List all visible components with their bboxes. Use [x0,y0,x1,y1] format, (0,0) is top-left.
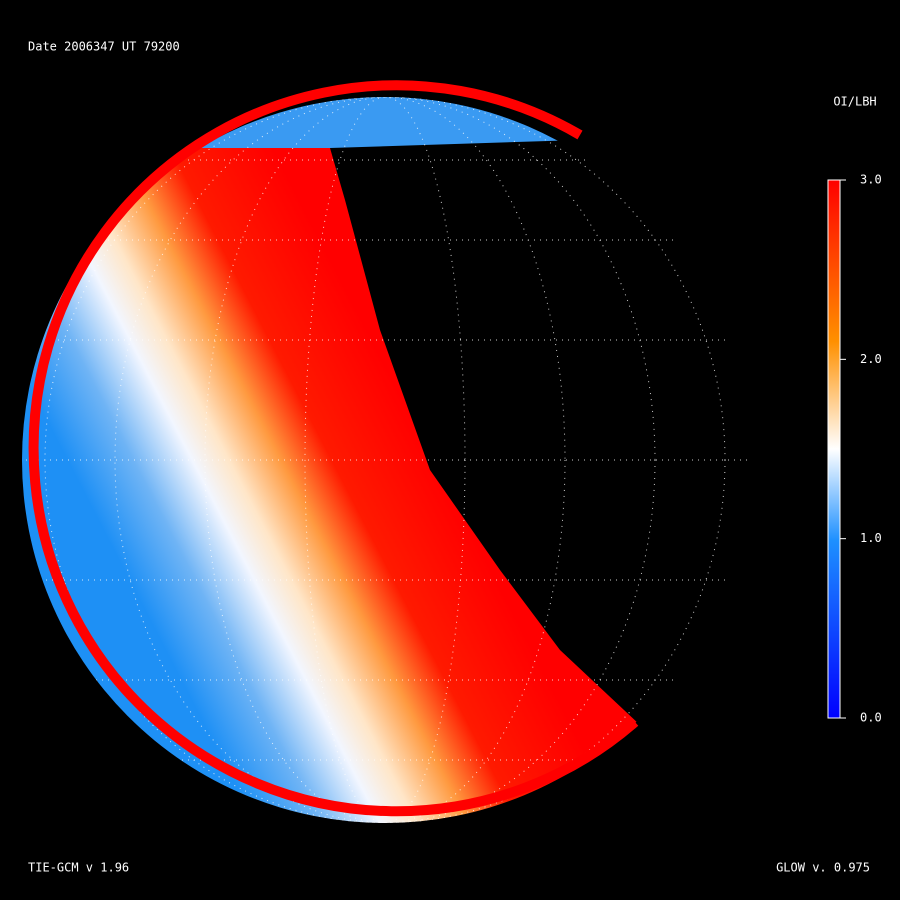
colorbar [827,179,841,719]
dayside [22,148,640,823]
date-label: Date 2006347 UT 79200 [28,40,180,54]
colorbar-tick-label: 1.0 [860,531,882,545]
colorbar-tick-label: 0.0 [860,711,882,725]
colorbar-tick-label: 2.0 [860,352,882,366]
model-label: TIE-GCM v 1.96 [28,861,129,875]
graticule [22,97,748,823]
colorbar-title: OI/LBH [833,95,876,109]
colorbar-tick-label: 3.0 [860,173,882,187]
glow-label: GLOW v. 0.975 [776,861,870,875]
limb-glow [28,80,639,817]
